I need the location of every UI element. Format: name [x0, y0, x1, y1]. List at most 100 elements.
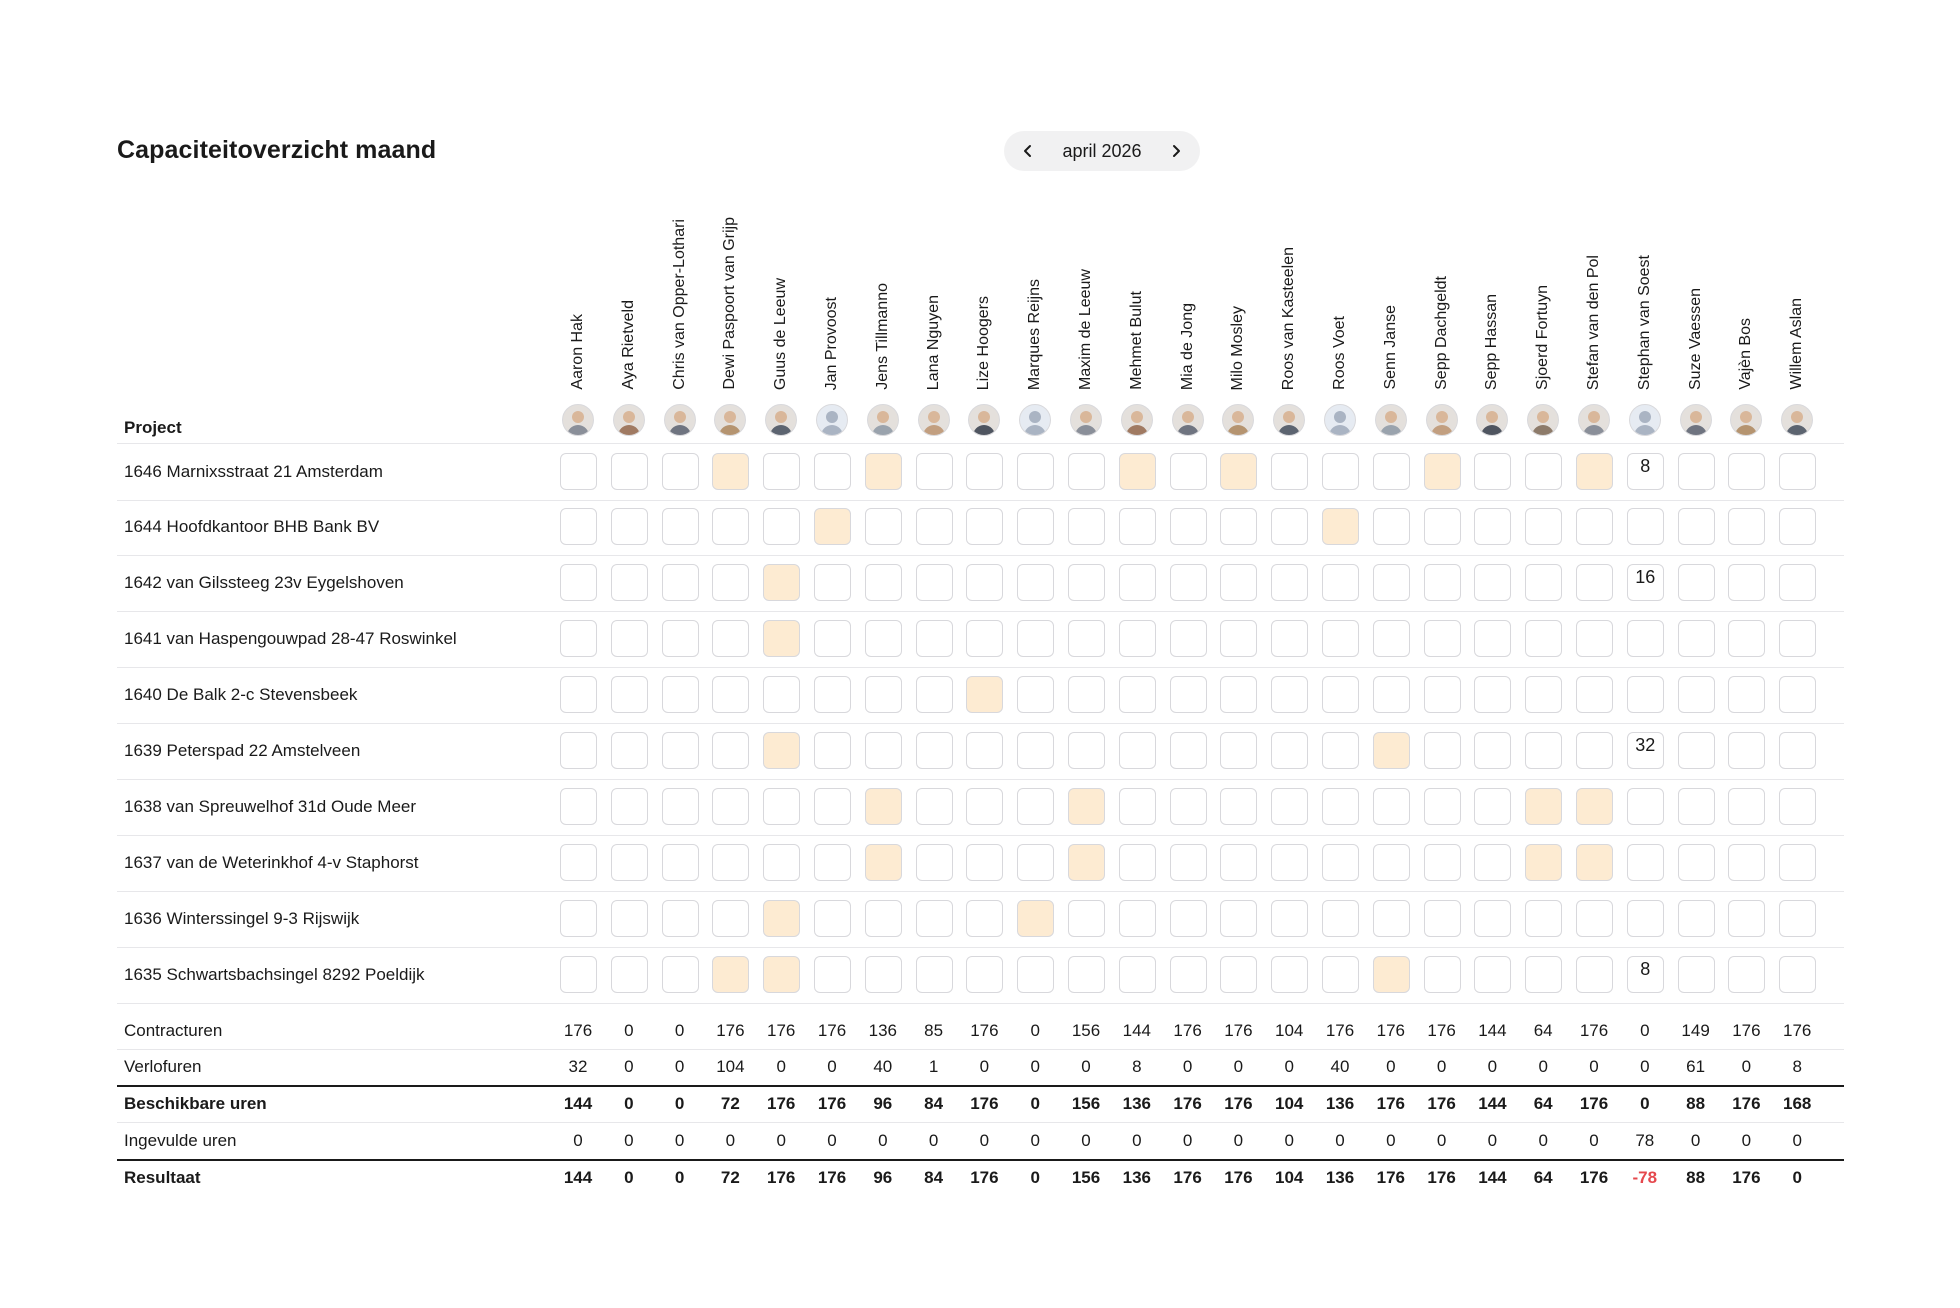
hours-input-cell[interactable]	[814, 620, 851, 657]
hours-input-cell[interactable]	[1423, 788, 1461, 825]
hours-input-cell[interactable]	[966, 956, 1004, 993]
hours-input-cell[interactable]	[712, 900, 750, 937]
hours-input-cell[interactable]	[1017, 844, 1055, 881]
hours-input-cell[interactable]	[1271, 564, 1309, 601]
next-month-button[interactable]	[1162, 137, 1190, 165]
hours-input-cell[interactable]	[814, 732, 851, 769]
hours-input-cell[interactable]	[1728, 900, 1766, 937]
hours-input-cell[interactable]	[1779, 732, 1817, 769]
hours-input-cell[interactable]	[1677, 508, 1715, 545]
hours-input-cell[interactable]	[712, 676, 750, 713]
hours-input-cell[interactable]	[1220, 788, 1258, 825]
hours-input-cell[interactable]	[661, 676, 699, 713]
hours-input-cell[interactable]	[661, 564, 699, 601]
hours-input-cell[interactable]	[712, 844, 750, 881]
hours-input-cell[interactable]	[1220, 676, 1258, 713]
hours-input-cell[interactable]	[1474, 508, 1512, 545]
hours-input-cell[interactable]	[864, 676, 902, 713]
hours-input-cell[interactable]	[1220, 956, 1258, 993]
hours-input-cell[interactable]	[1474, 564, 1512, 601]
hours-input-cell[interactable]	[1728, 676, 1766, 713]
hours-input-cell[interactable]	[1576, 788, 1613, 825]
hours-input-cell[interactable]	[610, 564, 648, 601]
hours-input-cell[interactable]	[763, 956, 801, 993]
hours-input-cell[interactable]	[661, 732, 699, 769]
hours-input-cell[interactable]	[1220, 564, 1258, 601]
hours-input-cell[interactable]	[661, 620, 699, 657]
hours-input-cell[interactable]	[1118, 900, 1156, 937]
hours-input-cell[interactable]	[966, 732, 1004, 769]
hours-input-cell[interactable]	[1474, 732, 1512, 769]
hours-input-cell[interactable]	[1118, 676, 1156, 713]
hours-input-cell[interactable]	[1626, 676, 1664, 713]
hours-input-cell[interactable]	[1576, 732, 1613, 769]
hours-input-cell[interactable]	[915, 564, 953, 601]
hours-input-cell[interactable]	[1017, 732, 1055, 769]
hours-input-cell[interactable]	[1017, 620, 1055, 657]
hours-input-cell[interactable]	[1271, 676, 1309, 713]
hours-input-cell[interactable]	[661, 453, 699, 490]
hours-input-cell[interactable]	[712, 620, 750, 657]
hours-input-cell[interactable]	[610, 676, 648, 713]
hours-input-cell[interactable]	[1068, 732, 1105, 769]
hours-input-cell[interactable]	[1525, 844, 1563, 881]
hours-input-cell[interactable]	[1576, 564, 1613, 601]
hours-input-cell[interactable]	[1423, 508, 1461, 545]
hours-input-cell[interactable]	[1372, 620, 1410, 657]
hours-input-cell[interactable]	[1677, 453, 1715, 490]
hours-input-cell[interactable]	[1118, 844, 1156, 881]
hours-input-cell[interactable]	[763, 564, 801, 601]
hours-input-cell[interactable]	[1677, 620, 1715, 657]
hours-input-cell[interactable]	[1322, 453, 1359, 490]
hours-input-cell[interactable]	[1423, 844, 1461, 881]
hours-input-cell[interactable]	[560, 676, 597, 713]
hours-input-cell[interactable]	[1322, 788, 1359, 825]
hours-input-cell[interactable]	[1322, 676, 1359, 713]
hours-input-cell[interactable]	[1068, 620, 1105, 657]
hours-input-cell[interactable]	[915, 732, 953, 769]
hours-input-cell[interactable]	[864, 732, 902, 769]
hours-input-cell[interactable]	[1525, 508, 1563, 545]
hours-input-cell[interactable]	[763, 676, 801, 713]
hours-input-cell[interactable]	[1728, 564, 1766, 601]
hours-input-cell[interactable]	[1728, 844, 1766, 881]
hours-input-cell[interactable]	[661, 508, 699, 545]
hours-input-cell[interactable]	[661, 844, 699, 881]
hours-input-cell[interactable]	[763, 732, 801, 769]
hours-input-cell[interactable]	[1169, 732, 1207, 769]
hours-input-cell[interactable]	[1220, 453, 1258, 490]
hours-input-cell[interactable]	[915, 453, 953, 490]
hours-input-cell[interactable]	[1068, 788, 1105, 825]
hours-input-cell[interactable]	[966, 453, 1004, 490]
hours-input-cell[interactable]	[1220, 732, 1258, 769]
hours-input-cell[interactable]	[1169, 620, 1207, 657]
hours-input-cell[interactable]	[915, 620, 953, 657]
hours-input-cell[interactable]	[1423, 453, 1461, 490]
hours-input-cell[interactable]	[966, 676, 1004, 713]
hours-input-cell[interactable]	[560, 508, 597, 545]
hours-input-cell[interactable]	[1169, 508, 1207, 545]
hours-input-cell[interactable]	[1068, 453, 1105, 490]
hours-input-cell[interactable]	[1525, 900, 1563, 937]
hours-input-cell[interactable]	[1728, 508, 1766, 545]
hours-input-cell[interactable]	[864, 900, 902, 937]
hours-input-cell[interactable]	[610, 844, 648, 881]
hours-input-cell[interactable]	[1474, 844, 1512, 881]
hours-input-cell[interactable]	[1728, 620, 1766, 657]
hours-input-cell[interactable]	[763, 620, 801, 657]
hours-input-cell[interactable]	[1322, 508, 1359, 545]
hours-input-cell[interactable]	[1017, 676, 1055, 713]
hours-input-cell[interactable]	[1576, 508, 1613, 545]
hours-input-cell[interactable]	[1423, 564, 1461, 601]
hours-input-cell[interactable]	[1118, 732, 1156, 769]
hours-input-cell[interactable]: 8	[1626, 453, 1664, 490]
hours-input-cell[interactable]	[1372, 564, 1410, 601]
hours-input-cell[interactable]	[814, 508, 851, 545]
hours-input-cell[interactable]	[1728, 788, 1766, 825]
hours-input-cell[interactable]	[1423, 620, 1461, 657]
hours-input-cell[interactable]	[560, 900, 597, 937]
hours-input-cell[interactable]	[864, 453, 902, 490]
hours-input-cell[interactable]	[1322, 564, 1359, 601]
hours-input-cell[interactable]	[1271, 956, 1309, 993]
hours-input-cell[interactable]	[1169, 956, 1207, 993]
